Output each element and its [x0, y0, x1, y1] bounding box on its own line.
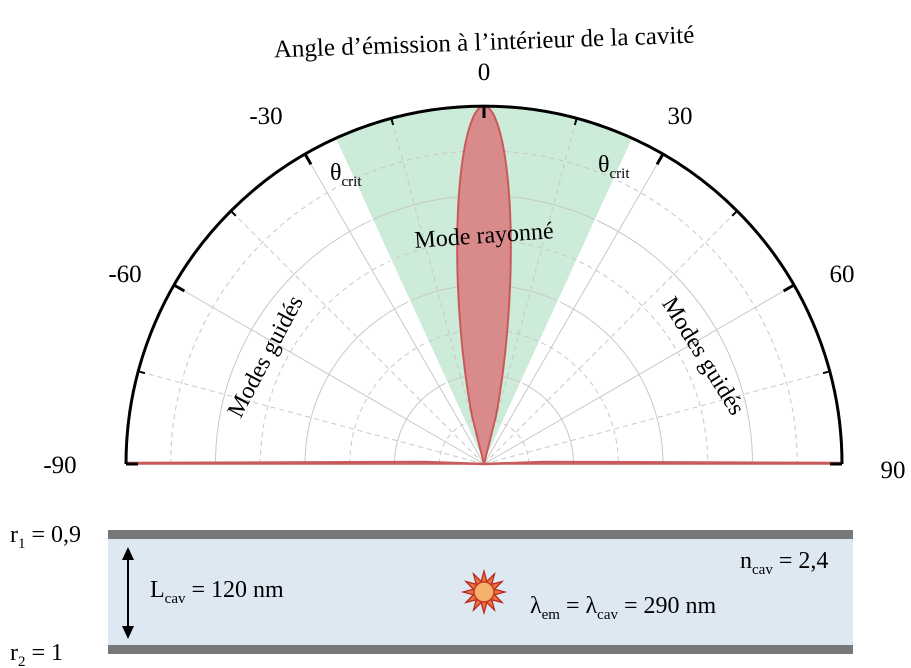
grid-ray	[230, 210, 485, 465]
polar-tick	[655, 153, 665, 166]
grid-arc	[438, 418, 530, 465]
tick-label-90: 90	[881, 457, 906, 484]
plot-title: Angle d’émission à l’intérieur de la cav…	[273, 22, 694, 64]
tick-label-minus-60: -60	[108, 261, 141, 288]
grid-ray	[483, 118, 578, 465]
theta-crit-left-label: θcrit	[330, 160, 362, 190]
polar-tick	[782, 283, 795, 293]
critical-angle-lines	[304, 138, 664, 465]
polar-tick	[822, 370, 831, 375]
r1-label: r1 = 0,9	[10, 522, 81, 552]
tick-label-minus-30: -30	[249, 103, 282, 130]
emitter-sun-icon	[460, 568, 508, 616]
polar-ticks	[126, 106, 842, 466]
grid-ray	[483, 284, 795, 465]
top-mirror	[108, 530, 853, 539]
cavity-index-label: ncav = 2,4	[740, 548, 828, 578]
length-arrow	[122, 547, 134, 639]
tick-label-60: 60	[830, 261, 855, 288]
angle-tick-labels: 0 -30 30 -60 60 -90 90	[43, 59, 905, 484]
bottom-mirror	[108, 645, 853, 654]
cavity-schematic: r1 = 0,9 r2 = 1 Lcav = 120 nm ncav = 2,4…	[10, 522, 853, 668]
polar-tick	[303, 153, 313, 166]
grid-ray	[483, 153, 664, 465]
grid-ray	[483, 370, 830, 465]
tick-label-30: 30	[668, 103, 693, 130]
r2-label: r2 = 1	[10, 640, 63, 668]
tick-label-0: 0	[478, 59, 491, 86]
grid-ray	[173, 284, 485, 465]
polar-tick	[137, 370, 146, 375]
tick-label-minus-90: -90	[43, 452, 76, 479]
grid-ray	[483, 210, 738, 465]
critical-line-right	[483, 138, 634, 465]
polar-tick	[230, 210, 237, 217]
polar-tick	[731, 210, 738, 217]
cavity-length-label: Lcav = 120 nm	[150, 577, 284, 607]
polar-tick	[573, 117, 578, 126]
polar-tick	[390, 117, 395, 126]
grid-ray	[304, 153, 485, 465]
grid-ray	[390, 118, 485, 465]
wavelength-label: λem = λcav = 290 nm	[530, 593, 717, 623]
grid-arc	[170, 150, 798, 465]
grid-ray	[138, 370, 485, 465]
polar-plot	[124, 104, 844, 466]
guided-modes-left-label: Modes guidés	[223, 291, 309, 422]
polar-tick	[173, 283, 186, 293]
theta-crit-right-label: θcrit	[598, 152, 630, 182]
critical-line-left	[334, 138, 485, 465]
